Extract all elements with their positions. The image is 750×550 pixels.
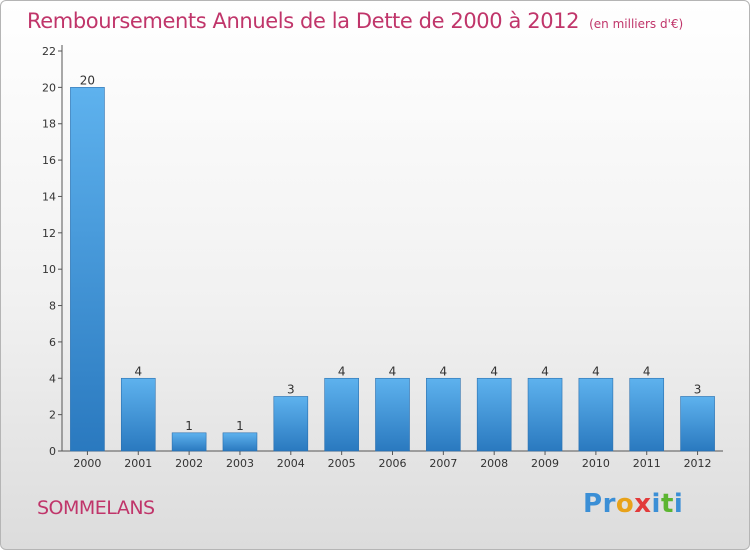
- bar: [120, 377, 156, 452]
- y-tick-label: 0: [49, 445, 56, 458]
- logo-letter: t: [660, 489, 674, 519]
- data-label: 3: [287, 382, 295, 396]
- x-tick-label: 2005: [328, 457, 356, 470]
- y-tick-label: 10: [42, 263, 56, 276]
- data-label: 3: [694, 382, 702, 396]
- x-tick-label: 2011: [633, 457, 661, 470]
- y-tick-label: 4: [49, 372, 56, 385]
- logo-letter: P: [583, 489, 603, 519]
- y-tick-label: 22: [42, 45, 56, 58]
- bar: [70, 87, 105, 452]
- x-tick-label: 2007: [429, 457, 457, 470]
- logo-letter: r: [602, 489, 616, 519]
- y-tick-label: 18: [42, 118, 56, 131]
- bar: [375, 377, 410, 452]
- data-label: 4: [592, 364, 600, 378]
- logo-letter: o: [615, 489, 635, 519]
- data-label: 4: [134, 364, 142, 378]
- y-tick-label: 20: [42, 81, 56, 94]
- bars: 20 4 1 1 3 4 4 4 4 4 4 4 3: [70, 73, 715, 452]
- bar: [273, 396, 309, 452]
- data-label: 1: [236, 419, 244, 433]
- data-label: 4: [490, 364, 498, 378]
- chart-title: Remboursements Annuels de la Dette de 20…: [27, 9, 683, 33]
- x-tick-label: 2003: [226, 457, 254, 470]
- bar: [426, 377, 461, 452]
- x-tick-label: 2008: [480, 457, 508, 470]
- bar: [527, 377, 563, 452]
- bar: [222, 432, 258, 452]
- bar: [324, 377, 359, 452]
- bar: [476, 377, 512, 452]
- logo-letter: x: [634, 489, 652, 519]
- x-tick-label: 2009: [531, 457, 559, 470]
- bar: [171, 432, 207, 452]
- x-tick-label: 2010: [582, 457, 610, 470]
- x-tick-label: 2006: [379, 457, 407, 470]
- proxiti-logo: Proxiti: [583, 489, 683, 519]
- y-tick-label: 16: [42, 154, 56, 167]
- data-label: 4: [338, 364, 346, 378]
- x-tick-label: 2001: [124, 457, 152, 470]
- y-tick-label: 2: [49, 409, 56, 422]
- data-label: 4: [440, 364, 448, 378]
- data-label: 1: [185, 419, 193, 433]
- bar: [578, 377, 614, 452]
- data-label: 20: [80, 73, 95, 87]
- x-tick-label: 2012: [684, 457, 712, 470]
- y-tick-label: 8: [49, 300, 56, 313]
- chart-unit: (en milliers d'€): [589, 17, 684, 31]
- data-label: 4: [541, 364, 549, 378]
- data-label: 4: [643, 364, 651, 378]
- bar: [680, 396, 715, 452]
- x-tick-label: 2004: [277, 457, 305, 470]
- logo-letter: i: [651, 489, 661, 519]
- x-tick-label: 2000: [73, 457, 101, 470]
- y-tick-label: 6: [49, 336, 56, 349]
- x-tick-label: 2002: [175, 457, 203, 470]
- data-label: 4: [389, 364, 397, 378]
- logo-letter: i: [673, 489, 684, 519]
- y-tick-label: 14: [42, 190, 56, 203]
- bar: [629, 377, 665, 452]
- y-tick-label: 12: [42, 227, 56, 240]
- chart-title-text: Remboursements Annuels de la Dette de 20…: [27, 9, 580, 33]
- commune-name: SOMMELANS: [37, 497, 155, 519]
